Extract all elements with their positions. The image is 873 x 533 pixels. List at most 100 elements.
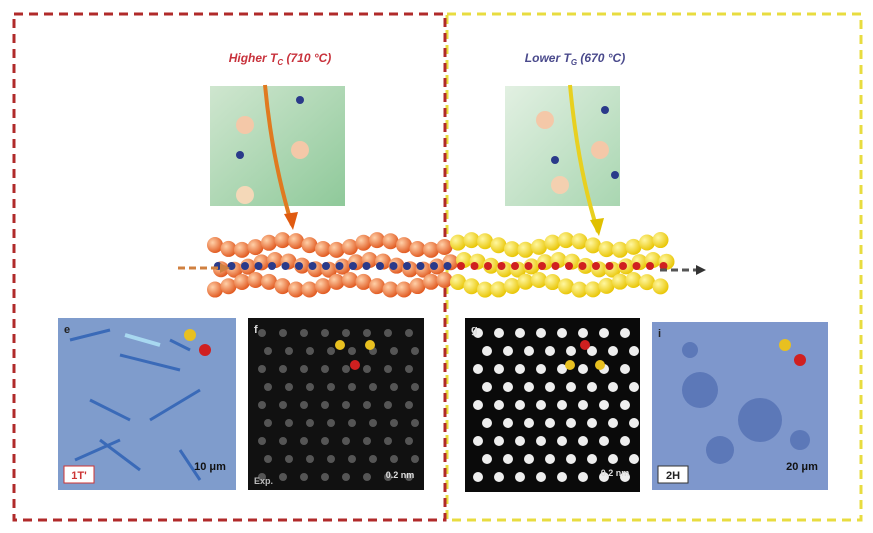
- metal: [241, 262, 249, 270]
- atom-column: [578, 472, 588, 482]
- atom: [342, 272, 358, 288]
- atom-column: [342, 329, 350, 337]
- atom: [329, 274, 345, 290]
- atom-column: [524, 382, 534, 392]
- molecule: [551, 176, 569, 194]
- atom-column: [264, 347, 272, 355]
- metal: [390, 262, 398, 270]
- metal: [363, 262, 371, 270]
- reactor-hot: [210, 86, 345, 206]
- molecule: [536, 111, 554, 129]
- atom: [207, 237, 223, 253]
- metal: [376, 262, 384, 270]
- metal: [552, 262, 560, 270]
- molecule: [551, 156, 559, 164]
- atom: [626, 239, 642, 255]
- atom-column: [536, 436, 546, 446]
- panel-letter: f: [254, 324, 258, 336]
- atom: [315, 278, 331, 294]
- flake: [706, 436, 734, 464]
- atom: [585, 281, 601, 297]
- atom-column: [524, 418, 534, 428]
- atom-column: [503, 454, 513, 464]
- figure: Higher TC (710 °C) Lower TG (670 °C) e 1…: [0, 0, 873, 533]
- atom: [234, 242, 250, 258]
- atom-column: [342, 365, 350, 373]
- metal: [498, 262, 506, 270]
- atom-column: [536, 328, 546, 338]
- atom: [626, 272, 642, 288]
- atom-column: [264, 455, 272, 463]
- atom-column: [620, 400, 630, 410]
- atom-column: [384, 329, 392, 337]
- atom-column: [578, 328, 588, 338]
- atom-column: [411, 455, 419, 463]
- metal: [457, 262, 465, 270]
- structure-icon: [779, 339, 791, 351]
- atom-column: [285, 383, 293, 391]
- atom-column: [515, 328, 525, 338]
- atom-column: [384, 401, 392, 409]
- molecule: [601, 106, 609, 114]
- atom: [518, 242, 534, 258]
- atom-column: [369, 383, 377, 391]
- atom-column: [285, 419, 293, 427]
- atom: [518, 274, 534, 290]
- atom-column: [608, 454, 618, 464]
- atom: [450, 235, 466, 251]
- atom-column: [557, 328, 567, 338]
- atom-column: [285, 455, 293, 463]
- atom-overlay: [365, 340, 375, 350]
- atom-column: [327, 455, 335, 463]
- atom-column: [258, 437, 266, 445]
- atom-column: [536, 364, 546, 374]
- structure-icon: [794, 354, 806, 366]
- atom-column: [473, 472, 483, 482]
- atom: [356, 235, 372, 251]
- atom: [288, 233, 304, 249]
- atom-column: [566, 418, 576, 428]
- atom: [261, 235, 277, 251]
- atom-column: [524, 454, 534, 464]
- atom-column: [279, 329, 287, 337]
- atom: [383, 233, 399, 249]
- atom-column: [482, 454, 492, 464]
- metal: [282, 262, 290, 270]
- atom: [369, 278, 385, 294]
- metal: [309, 262, 317, 270]
- atom: [504, 278, 520, 294]
- atom-column: [620, 364, 630, 374]
- title-text: (710 °C): [283, 51, 331, 65]
- molecule: [296, 96, 304, 104]
- atom-column: [578, 364, 588, 374]
- atom-column: [327, 419, 335, 427]
- atom-column: [494, 436, 504, 446]
- atom-overlay: [595, 360, 605, 370]
- structure-icon: [184, 329, 196, 341]
- atom-column: [482, 418, 492, 428]
- atom-column: [258, 365, 266, 373]
- atom: [329, 242, 345, 258]
- molecule: [236, 186, 254, 204]
- atom-column: [629, 346, 639, 356]
- atom-column: [608, 418, 618, 428]
- atom-column: [300, 473, 308, 481]
- atom-column: [557, 436, 567, 446]
- atom-column: [515, 436, 525, 446]
- atom-column: [494, 472, 504, 482]
- atom-column: [300, 365, 308, 373]
- metal: [484, 262, 492, 270]
- atom-column: [384, 437, 392, 445]
- metal: [646, 262, 654, 270]
- atom-column: [557, 472, 567, 482]
- atom-column: [306, 383, 314, 391]
- atom-column: [515, 400, 525, 410]
- molecule: [236, 151, 244, 159]
- metal: [417, 262, 425, 270]
- metal: [619, 262, 627, 270]
- atom-column: [390, 347, 398, 355]
- atom-column: [566, 346, 576, 356]
- atom-column: [285, 347, 293, 355]
- atom-column: [587, 382, 597, 392]
- atom-column: [578, 400, 588, 410]
